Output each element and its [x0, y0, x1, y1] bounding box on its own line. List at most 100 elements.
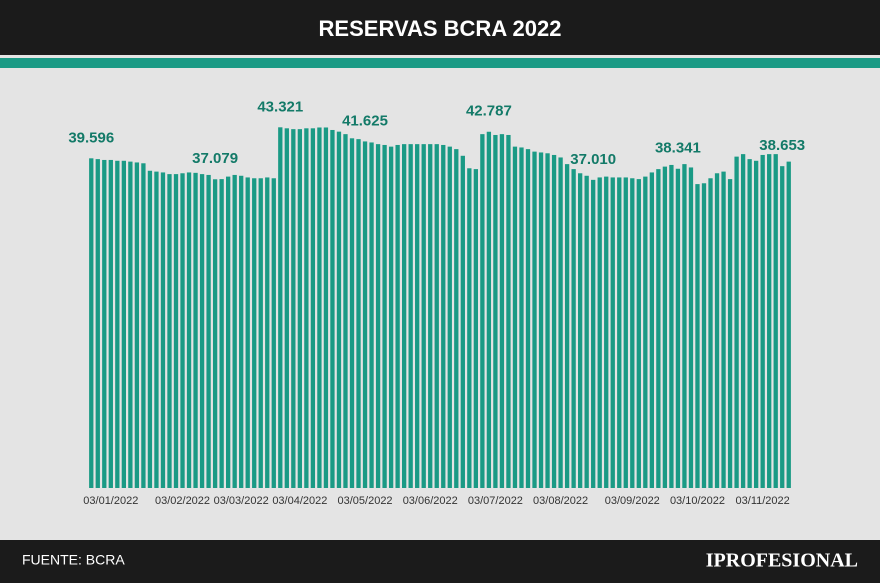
bar — [343, 134, 348, 489]
bar — [108, 159, 113, 488]
bar — [669, 164, 674, 489]
bar — [336, 131, 342, 488]
bar — [512, 146, 518, 488]
bar — [591, 179, 596, 489]
bar — [708, 178, 713, 488]
bar — [688, 167, 694, 488]
bar — [271, 178, 276, 488]
x-tick-label: 03/08/2022 — [533, 495, 588, 507]
x-tick-label: 03/11/2022 — [736, 495, 790, 507]
bar — [160, 172, 166, 489]
header-stripe — [0, 58, 880, 68]
value-label: 38.341 — [655, 140, 701, 157]
bar — [232, 174, 237, 488]
bar — [239, 175, 244, 489]
bar — [597, 177, 602, 488]
bar — [252, 178, 257, 488]
bar — [323, 127, 329, 488]
bar — [721, 171, 726, 488]
footer-bar — [0, 540, 880, 583]
bar — [408, 144, 413, 488]
bar — [460, 155, 465, 488]
bar — [401, 144, 407, 488]
bar — [186, 172, 192, 489]
bar — [695, 184, 700, 488]
bar — [747, 159, 752, 488]
bar — [643, 176, 648, 488]
bar — [265, 177, 270, 488]
bar — [441, 144, 446, 488]
value-label: 37.010 — [570, 151, 616, 168]
bar — [538, 152, 544, 489]
bar — [473, 169, 479, 488]
x-tick-label: 03/07/2022 — [468, 495, 523, 507]
bar — [304, 128, 309, 488]
bar — [727, 179, 733, 488]
bar — [564, 164, 570, 488]
bar — [428, 144, 433, 488]
bar — [278, 127, 283, 488]
bar — [623, 177, 628, 488]
bar — [167, 174, 172, 489]
bar — [734, 156, 739, 488]
bar — [610, 177, 615, 488]
bar — [121, 160, 127, 488]
bar — [115, 160, 120, 488]
bar — [551, 154, 557, 488]
bar — [375, 144, 381, 488]
bar — [519, 147, 524, 488]
bar — [656, 169, 661, 488]
bar — [258, 178, 263, 488]
bar — [604, 176, 609, 488]
bar — [630, 178, 635, 488]
bar — [584, 175, 589, 489]
bar — [571, 169, 576, 488]
bar — [212, 179, 218, 488]
bar — [219, 179, 224, 488]
chart-title: RESERVAS BCRA 2022 — [319, 16, 562, 41]
bar — [617, 177, 622, 488]
value-label: 42.787 — [466, 103, 512, 120]
x-tick-label: 03/06/2022 — [403, 495, 458, 507]
bar — [740, 154, 746, 489]
bar — [154, 171, 159, 488]
bar — [180, 173, 185, 488]
bar — [382, 144, 387, 488]
bar — [349, 138, 355, 488]
bar — [662, 166, 668, 488]
x-tick-label: 03/01/2022 — [83, 495, 138, 507]
bar — [767, 154, 772, 489]
bar — [199, 174, 205, 489]
bar — [525, 149, 531, 488]
bar — [701, 183, 707, 489]
bar — [486, 131, 492, 489]
bar — [193, 172, 198, 488]
value-label: 43.321 — [257, 98, 303, 115]
value-label: 41.625 — [342, 112, 388, 129]
bar — [682, 164, 687, 488]
bar — [395, 144, 400, 488]
bar — [245, 177, 250, 488]
bar — [649, 172, 655, 489]
bar — [415, 144, 420, 488]
bar — [95, 159, 100, 488]
bar — [577, 173, 583, 488]
bar — [773, 154, 778, 489]
bar — [89, 158, 94, 489]
bar — [545, 153, 550, 488]
value-label: 39.596 — [68, 129, 114, 146]
bar — [753, 160, 759, 488]
x-tick-label: 03/04/2022 — [272, 495, 327, 507]
x-tick-label: 03/03/2022 — [214, 495, 269, 507]
bar — [297, 129, 303, 489]
brand-logo: IPROFESIONAL — [706, 550, 858, 572]
bar — [317, 127, 322, 488]
header-bar — [0, 0, 880, 55]
bar — [760, 154, 765, 488]
bar — [206, 174, 211, 488]
bar — [388, 146, 394, 488]
bar — [532, 151, 537, 488]
bar — [134, 162, 140, 488]
